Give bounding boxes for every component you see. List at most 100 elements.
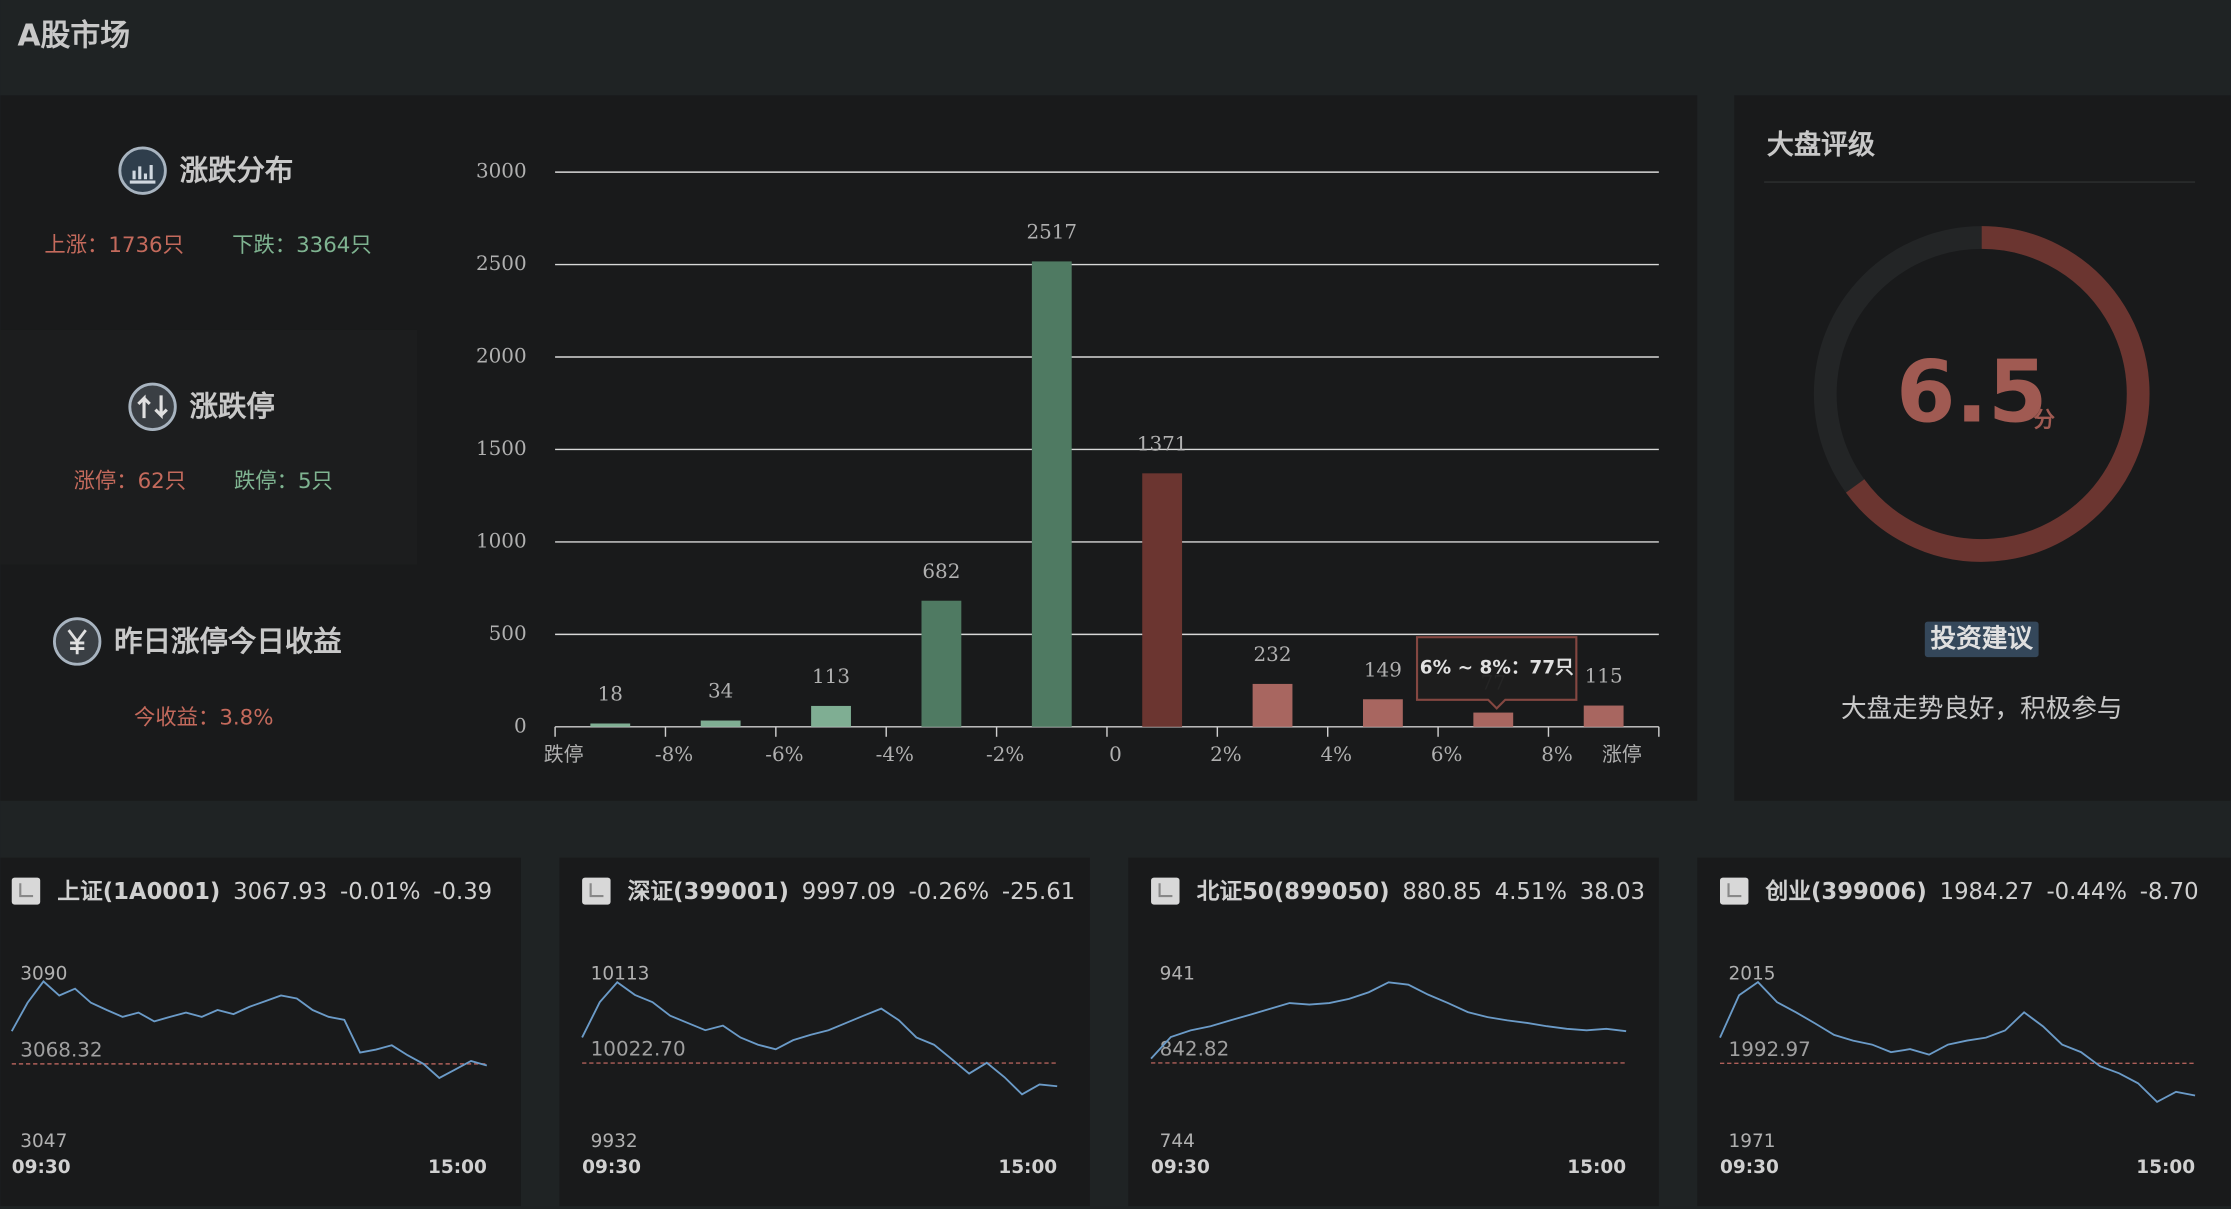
card-change: -0.39 bbox=[433, 878, 492, 904]
y-max-label: 10113 bbox=[591, 963, 650, 984]
y-tick-label: 2000 bbox=[476, 345, 527, 368]
icon bbox=[118, 146, 167, 195]
card-icon bbox=[1151, 877, 1180, 905]
x-tick-label: -6% bbox=[765, 743, 803, 766]
score-unit: 分 bbox=[2034, 408, 2056, 433]
card-icon bbox=[582, 877, 611, 905]
stat-block-bg bbox=[0, 329, 418, 565]
x-tick-label: 涨停 bbox=[1602, 743, 1642, 766]
stat-title: 涨跌停 bbox=[190, 390, 275, 423]
card-price: 9997.09 bbox=[802, 878, 896, 904]
advice-label: 投资建议 bbox=[1931, 624, 2034, 654]
y-min-label: 9932 bbox=[591, 1131, 638, 1152]
advice-badge bbox=[1924, 621, 2039, 658]
price-line bbox=[581, 981, 1058, 1096]
bar bbox=[700, 720, 741, 727]
value-label: 232 bbox=[1254, 643, 1292, 666]
card-change: -25.61 bbox=[1002, 878, 1075, 904]
stat-item: 涨停：62只 bbox=[74, 469, 186, 494]
time-label: 09:30 bbox=[1151, 1157, 1210, 1178]
x-tick-label: -8% bbox=[655, 743, 693, 766]
ref-label: 3068.32 bbox=[20, 1039, 102, 1062]
bar bbox=[1473, 712, 1514, 727]
x-tick-label: 0 bbox=[1109, 743, 1122, 766]
bar bbox=[921, 600, 962, 727]
card-header: 上证(1A0001) 3067.93 -0.01% -0.39 bbox=[57, 878, 492, 904]
ref-label: 10022.70 bbox=[591, 1038, 686, 1061]
price-line bbox=[1719, 980, 2196, 1104]
x-tick-label: -2% bbox=[986, 743, 1024, 766]
rating-title: 大盘评级 bbox=[1767, 129, 1875, 161]
x-tick-label: 8% bbox=[1541, 743, 1573, 766]
price-line bbox=[1150, 981, 1627, 1060]
y-tick-label: 1000 bbox=[476, 529, 527, 552]
card-header: 深证(399001) 9997.09 -0.26% -25.61 bbox=[628, 878, 1076, 904]
card-icon-glyph bbox=[19, 883, 34, 898]
time-label: 15:00 bbox=[1567, 1157, 1626, 1178]
time-label: 15:00 bbox=[998, 1157, 1057, 1178]
card-price: 3067.93 bbox=[233, 878, 327, 904]
page-title: A股市场 bbox=[17, 18, 130, 53]
card-change: -8.70 bbox=[2140, 878, 2199, 904]
value-label: 18 bbox=[598, 683, 623, 706]
y-max-label: 2015 bbox=[1729, 963, 1776, 984]
advice: 大盘走势良好，积极参与 bbox=[1841, 694, 2123, 724]
x-tick-label: 6% bbox=[1431, 743, 1463, 766]
card-icon-glyph bbox=[1158, 883, 1173, 898]
y-max-label: 941 bbox=[1160, 963, 1195, 984]
bar bbox=[1583, 705, 1624, 727]
time-label: 09:30 bbox=[582, 1157, 641, 1178]
x-tick-label: 2% bbox=[1210, 743, 1242, 766]
icon bbox=[53, 617, 102, 666]
bar bbox=[590, 723, 631, 727]
card-header: 创业(399006) 1984.27 -0.44% -8.70 bbox=[1765, 878, 2199, 904]
stat-title: 涨跌分布 bbox=[180, 154, 294, 187]
card-pct: -0.01% bbox=[340, 878, 420, 904]
card-icon bbox=[11, 877, 41, 905]
value-label: 149 bbox=[1364, 658, 1402, 681]
card-pct: -0.26% bbox=[909, 878, 989, 904]
value-label: 682 bbox=[922, 560, 960, 583]
stat-item: 上涨：1736只 bbox=[44, 233, 184, 258]
bar bbox=[811, 705, 851, 727]
tooltip-box bbox=[1415, 636, 1578, 710]
stat-item: 下跌：3364只 bbox=[232, 233, 372, 258]
card-change: 38.03 bbox=[1580, 878, 1645, 904]
bar bbox=[1031, 261, 1072, 727]
y-tick-label: 0 bbox=[514, 714, 527, 737]
stat-item: 跌停：5只 bbox=[234, 469, 333, 494]
stat-item: 今收益：3.8% bbox=[134, 705, 274, 730]
x-tick-label: -4% bbox=[876, 743, 914, 766]
value-label: 2517 bbox=[1026, 220, 1077, 243]
card bbox=[0, 857, 521, 1207]
card-pct: 4.51% bbox=[1495, 878, 1567, 904]
bar bbox=[1362, 699, 1403, 727]
time-label: 15:00 bbox=[2136, 1157, 2195, 1178]
ref-label: 1992.97 bbox=[1729, 1038, 1811, 1061]
time-label: 09:30 bbox=[12, 1157, 71, 1178]
card-icon-glyph bbox=[1727, 883, 1742, 898]
time-label: 15:00 bbox=[428, 1157, 487, 1178]
y-tick-label: 2500 bbox=[476, 252, 527, 275]
card-name: 北证50(899050) bbox=[1197, 878, 1390, 904]
card-name: 深证(399001) bbox=[628, 878, 789, 904]
card bbox=[1697, 857, 2231, 1207]
y-min-label: 3047 bbox=[20, 1131, 67, 1152]
card bbox=[1128, 857, 1659, 1207]
gauge-arc bbox=[1845, 226, 2150, 562]
y-tick-label: 500 bbox=[489, 622, 527, 645]
bar bbox=[1142, 473, 1183, 727]
y-min-label: 744 bbox=[1160, 1131, 1195, 1152]
y-tick-label: 3000 bbox=[476, 160, 527, 183]
card-price: 880.85 bbox=[1402, 878, 1482, 904]
x-tick-label: 跌停 bbox=[544, 743, 584, 766]
y-min-label: 1971 bbox=[1729, 1131, 1776, 1152]
value-label: 113 bbox=[812, 665, 850, 688]
y-tick-label: 1500 bbox=[476, 437, 527, 460]
price-line bbox=[10, 980, 488, 1080]
x-tick-label: 4% bbox=[1320, 743, 1352, 766]
bar bbox=[1252, 683, 1293, 727]
card-icon-glyph bbox=[589, 883, 604, 898]
y-max-label: 3090 bbox=[20, 963, 67, 984]
